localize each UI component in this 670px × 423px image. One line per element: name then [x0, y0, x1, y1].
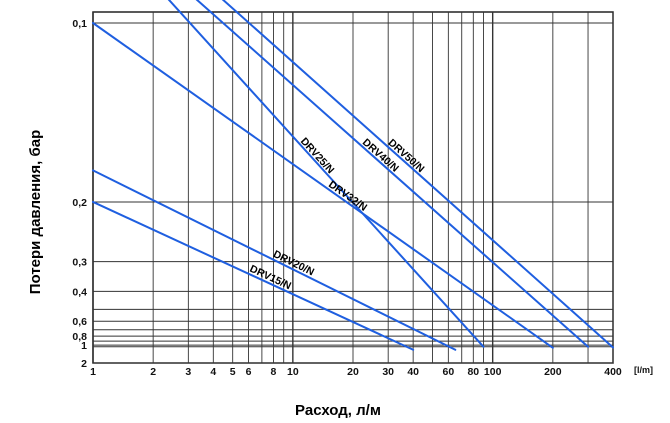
x-tick-label: 1 — [90, 366, 96, 378]
x-tick-label: 10 — [287, 366, 299, 378]
x-tick-label: 60 — [443, 366, 455, 378]
x-tick-label: 400 — [604, 366, 622, 378]
series-labels: DRV15/NDRV20/NDRV25/NDRV32/NDRV40/NDRV50… — [248, 135, 427, 292]
y-tick-labels: 0,080,10,20,30,40,60,812 — [72, 18, 87, 370]
x-axis-title: Расход, л/м — [295, 402, 381, 419]
x-tick-label: 4 — [210, 366, 216, 378]
series-line-drv20-n — [92, 169, 457, 351]
x-tick-label: 8 — [271, 366, 277, 378]
series-line-drv40-n — [195, 0, 590, 348]
x-tick-label: 2 — [150, 366, 156, 378]
x-tick-label: 200 — [544, 366, 562, 378]
y-tick-label: 0,4 — [72, 286, 87, 298]
y-tick-label: 2 — [81, 358, 87, 370]
x-tick-label: 100 — [484, 366, 502, 378]
y-tick-label: 0,8 — [72, 331, 87, 343]
y-tick-label: 0,1 — [72, 18, 87, 30]
x-tick-label: 6 — [246, 366, 252, 378]
x-tick-label: 80 — [467, 366, 479, 378]
x-tick-labels: 1 2 3 4 5 6 8 10 20 30 40 60 80 100 200 400 — [90, 366, 622, 378]
y-tick-label: 1 — [81, 340, 87, 352]
x-tick-label: 5 — [230, 366, 236, 378]
x-tick-label: 30 — [382, 366, 394, 378]
x-unit-label: [l/m] — [634, 365, 653, 375]
series-lines — [92, 0, 614, 351]
y-tick-label: 0,6 — [72, 316, 87, 328]
series-line-drv25-n — [167, 0, 485, 348]
y-tick-label: 0,2 — [72, 197, 87, 209]
series-line-drv32-n — [92, 22, 554, 349]
series-label: DRV25/N — [298, 135, 337, 176]
x-tick-label: 40 — [407, 366, 419, 378]
y-axis-title: Потери давления, бар — [27, 130, 44, 295]
x-tick-label: 20 — [347, 366, 359, 378]
series-line-drv50-n — [221, 0, 614, 349]
series-label: DRV32/N — [326, 179, 369, 214]
y-tick-label: 0,3 — [72, 257, 87, 269]
grid — [92, 11, 614, 364]
series-line-drv15-n — [92, 200, 415, 351]
x-tick-label: 3 — [185, 366, 191, 378]
